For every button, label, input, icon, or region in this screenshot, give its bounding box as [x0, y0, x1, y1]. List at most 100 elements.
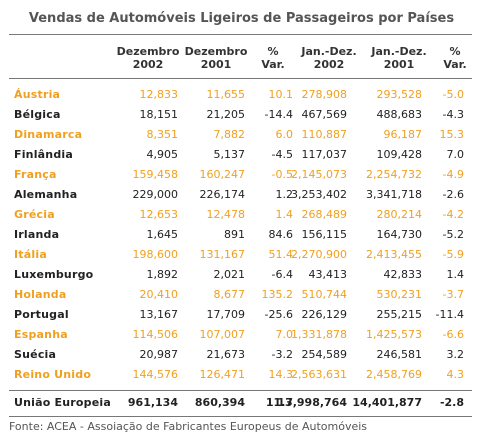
cell-var-ano: -4.9	[442, 168, 464, 181]
cell-dez-2002: 114,506	[132, 328, 179, 341]
cell-var-dez: -3.2	[271, 348, 293, 361]
cell-dez-2001: 131,167	[199, 248, 246, 261]
cell-jandez-2001: 2,254,732	[366, 168, 422, 181]
cell-dez-2002: 12,833	[139, 88, 179, 101]
cell-jandez-2002: 1,331,878	[291, 328, 347, 341]
cell-dez-2001: 160,247	[199, 168, 246, 181]
cell-jandez-2001: 42,833	[383, 268, 423, 281]
cell-var-ano: 3.2	[446, 348, 465, 361]
cell-jandez-2002: 268,489	[301, 208, 348, 221]
cell-dez-2001: 21,205	[206, 108, 246, 121]
cell-jandez-2001: 530,231	[376, 288, 423, 301]
cell-var-dez: -0.5	[271, 168, 293, 181]
cell-dez-2002: 144,576	[132, 368, 179, 381]
table-row: Dinamarca 8,351 7,882 6.0 110,887 96,187 15.3	[9, 125, 472, 144]
cell-var-ano: -5.0	[442, 88, 464, 101]
country-name: Áustria	[14, 88, 61, 101]
header-line: 2002	[132, 58, 164, 71]
header-line: Dezembro	[116, 45, 180, 58]
cell-var-dez: -25.6	[264, 308, 293, 321]
cell-jandez-2002: 117,037	[301, 148, 348, 161]
total-var-dez: 11.7	[265, 396, 293, 409]
cell-dez-2002: 20,410	[139, 288, 179, 301]
header-jandez-2002: Jan.-Dez. 2002	[296, 45, 362, 71]
cell-dez-2002: 159,458	[132, 168, 179, 181]
table-row: Holanda 20,410 8,677 135.2 510,744 530,231 -3.…	[9, 285, 472, 304]
header-line: Jan.-Dez.	[371, 45, 427, 58]
country-name: Suécia	[14, 348, 57, 361]
cell-jandez-2001: 293,528	[376, 88, 423, 101]
table-row: Alemanha 229,000 226,174 1.2 3,253,402 3,341,…	[9, 185, 472, 204]
header-line: Jan.-Dez.	[301, 45, 357, 58]
cell-jandez-2001: 2,458,769	[366, 368, 422, 381]
country-name: Bélgica	[14, 108, 61, 121]
country-name: Alemanha	[14, 188, 78, 201]
cell-dez-2001: 12,478	[206, 208, 246, 221]
header-dez-2002: Dezembro 2002	[111, 45, 185, 71]
cell-var-dez: 14.3	[268, 368, 294, 381]
header-line: %	[449, 45, 461, 58]
total-var-ano: -2.8	[439, 396, 464, 409]
header-line: 2002	[313, 58, 345, 71]
country-name: Holanda	[14, 288, 67, 301]
cell-dez-2002: 1,892	[146, 268, 179, 281]
cell-dez-2001: 5,137	[213, 148, 246, 161]
divider	[9, 34, 472, 35]
country-name: Itália	[14, 248, 47, 261]
cell-var-ano: 7.0	[446, 148, 465, 161]
total-jandez-2002: 13,998,764	[277, 396, 347, 409]
header-line: Dezembro	[184, 45, 248, 58]
total-country: União Europeia	[14, 396, 111, 409]
total-jandez-2001: 14,401,877	[352, 396, 422, 409]
cell-jandez-2002: 2,270,900	[291, 248, 347, 261]
table-row: Irlanda 1,645 891 84.6 156,115 164,730 -5.2	[9, 225, 472, 244]
country-name: Luxemburgo	[14, 268, 94, 281]
cell-dez-2002: 8,351	[146, 128, 179, 141]
country-name: Grécia	[14, 208, 55, 221]
cell-var-dez: 135.2	[261, 288, 294, 301]
cell-dez-2002: 18,151	[139, 108, 179, 121]
cell-jandez-2001: 280,214	[376, 208, 423, 221]
cell-var-dez: 84.6	[268, 228, 294, 241]
cell-jandez-2002: 510,744	[301, 288, 348, 301]
cell-jandez-2002: 3,253,402	[291, 188, 347, 201]
cell-var-ano: -2.6	[442, 188, 464, 201]
header-var-ano: % Var.	[440, 45, 470, 71]
cell-dez-2002: 1,645	[146, 228, 179, 241]
table-row: Finlândia 4,905 5,137 -4.5 117,037 109,428 7.0	[9, 145, 472, 164]
cell-jandez-2002: 467,569	[301, 108, 348, 121]
total-row: União Europeia 961,134 860,394 11.7 13,9…	[9, 392, 472, 414]
cell-var-dez: 10.1	[268, 88, 294, 101]
country-name: França	[14, 168, 57, 181]
cell-var-ano: -5.2	[442, 228, 464, 241]
cell-dez-2001: 891	[224, 228, 245, 241]
table-row: Portugal 13,167 17,709 -25.6 226,129 255,215-…	[9, 305, 472, 324]
cell-var-dez: 6.0	[275, 128, 294, 141]
cell-jandez-2001: 96,187	[383, 128, 423, 141]
cell-dez-2002: 4,905	[146, 148, 179, 161]
source-note: Fonte: ACEA - Assoiação de Fabricantes E…	[9, 420, 368, 433]
header-line: 2001	[383, 58, 415, 71]
cell-jandez-2001: 246,581	[376, 348, 423, 361]
header-line: Var.	[443, 58, 467, 71]
cell-jandez-2002: 254,589	[301, 348, 348, 361]
header-line: 2001	[200, 58, 232, 71]
cell-dez-2002: 198,600	[132, 248, 179, 261]
cell-var-dez: 1.2	[275, 188, 294, 201]
cell-jandez-2002: 2,563,631	[291, 368, 347, 381]
cell-dez-2001: 11,655	[206, 88, 246, 101]
cell-var-ano: -11.4	[435, 308, 464, 321]
cell-var-ano: -3.7	[442, 288, 464, 301]
table-title: Vendas de Automóveis Ligeiros de Passage…	[28, 11, 455, 26]
cell-jandez-2001: 255,215	[376, 308, 423, 321]
cell-jandez-2001: 1,425,573	[366, 328, 422, 341]
header-var-dez: % Var.	[258, 45, 288, 71]
cell-var-ano: 4.3	[446, 368, 465, 381]
cell-dez-2001: 8,677	[213, 288, 246, 301]
bottom-divider	[9, 416, 472, 417]
country-name: Reino Unido	[14, 368, 92, 381]
total-divider	[9, 390, 472, 391]
cell-var-dez: 7.0	[275, 328, 294, 341]
cell-var-dez: 1.4	[275, 208, 294, 221]
cell-dez-2001: 17,709	[206, 308, 246, 321]
